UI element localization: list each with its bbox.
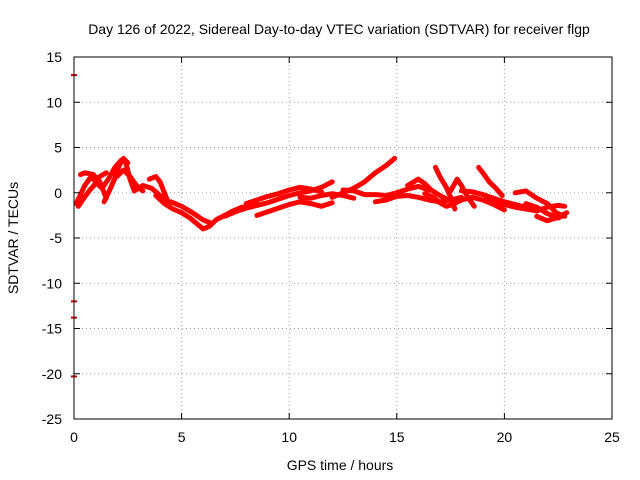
series-arc-w xyxy=(484,195,568,214)
x-tick-label: 5 xyxy=(178,429,186,445)
x-tick-label: 10 xyxy=(281,429,297,445)
grid-lines xyxy=(74,57,612,419)
series-arc-n xyxy=(329,155,398,200)
x-tick-label: 20 xyxy=(497,429,513,445)
y-tick-label: -15 xyxy=(42,321,62,337)
series-arc-q xyxy=(405,176,451,203)
series-arc-o xyxy=(340,183,432,198)
y-axis-label: SDTVAR / TECUs xyxy=(5,182,21,294)
plot-area xyxy=(71,74,570,378)
series-arc-s xyxy=(433,164,458,212)
series-arc-k xyxy=(243,184,324,207)
series-arc-l xyxy=(254,199,335,218)
x-tick-label: 25 xyxy=(604,429,620,445)
series-arc-i xyxy=(168,199,213,226)
series-arc-t xyxy=(448,176,477,209)
series-arc-g xyxy=(146,174,172,207)
y-tick-label: 0 xyxy=(54,185,62,201)
series-arc-v xyxy=(476,164,505,198)
series-arc-x xyxy=(512,188,568,219)
chart-title: Day 126 of 2022, Sidereal Day-to-day VTE… xyxy=(88,21,590,37)
y-tick-label: -10 xyxy=(42,275,62,291)
series-arc-z xyxy=(534,210,570,224)
series-arc-r xyxy=(422,191,507,213)
series-arc-m xyxy=(297,191,357,201)
series-arc-c xyxy=(78,170,109,201)
axis-ticks: 0 5 10 15 20 25 -25 -20 -15 -10 -5 0 5 10 15 xyxy=(42,49,620,445)
x-tick-label: 0 xyxy=(70,429,78,445)
y-tick-label: 10 xyxy=(46,94,62,110)
y-tick-label: -25 xyxy=(42,411,62,427)
series-arc-d xyxy=(101,155,131,205)
series-arc-b xyxy=(75,170,109,209)
y-tick-label: -5 xyxy=(50,230,63,246)
series-arc-f xyxy=(131,183,167,201)
y-tick-label: -20 xyxy=(42,366,62,382)
x-axis-label: GPS time / hours xyxy=(287,457,394,473)
x-tick-label: 15 xyxy=(389,429,405,445)
y-tick-label: 5 xyxy=(54,140,62,156)
y-tick-label: 15 xyxy=(46,49,62,65)
